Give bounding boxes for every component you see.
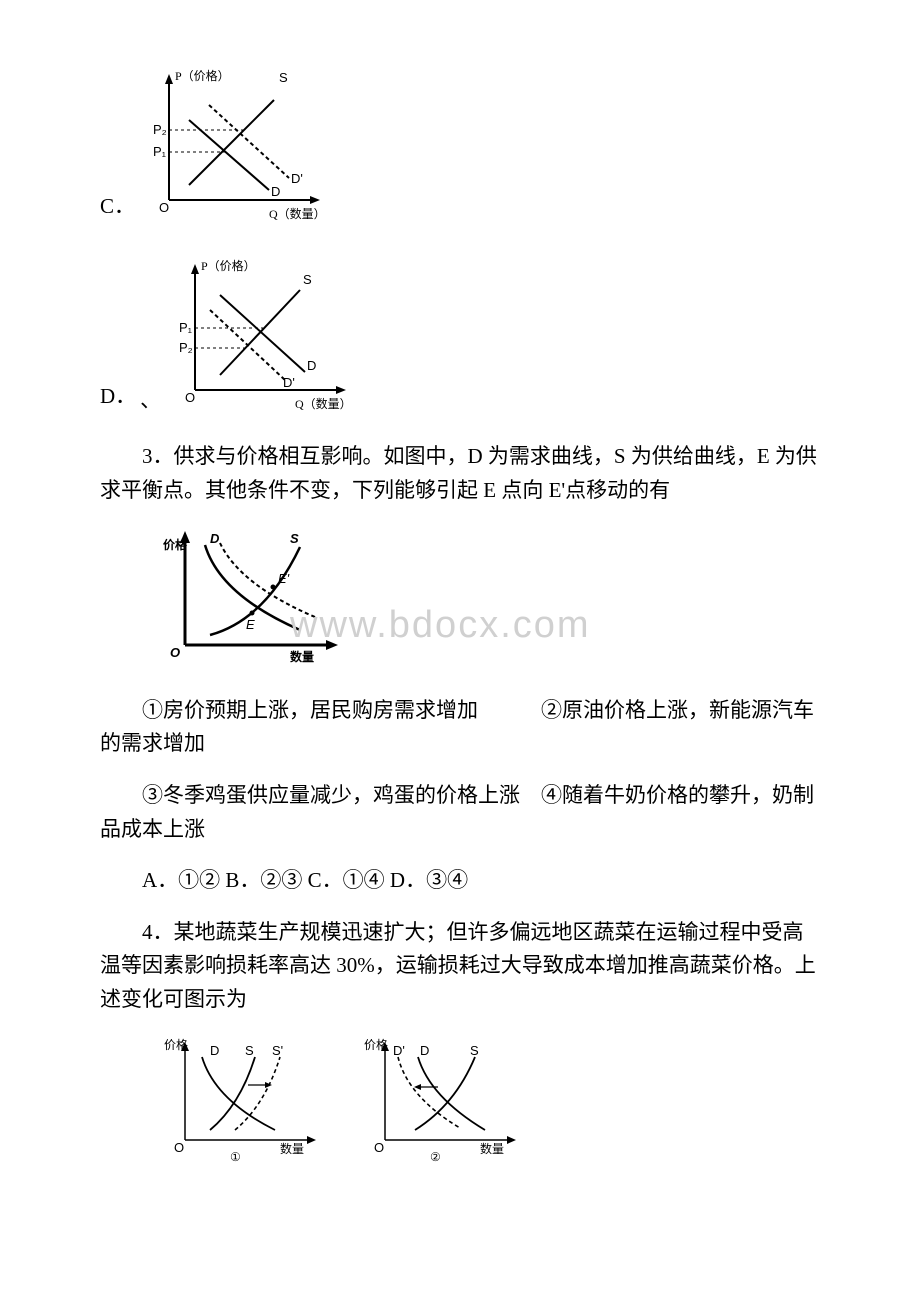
q4-charts: 价格 D S S' O 数量 ① 价格 D' D bbox=[160, 1035, 820, 1165]
option-d-row: D． 、 P（价格） S D D' P₁ P₂ O Q（数量） bbox=[100, 250, 820, 420]
option-c-row: C． P（价格） S D' D P₂ P₁ O Q（数量） bbox=[100, 60, 820, 230]
chart-d-dprime-label: D' bbox=[283, 375, 295, 390]
q3-options: A．①② B．②③ C．①④ D．③④ bbox=[100, 864, 820, 898]
option-d-backtick: 、 bbox=[140, 384, 161, 420]
q4-chart2: 价格 D' D S O 数量 ② bbox=[360, 1035, 530, 1165]
q3-stmt1: ①房价预期上涨，居民购房需求增加 bbox=[142, 698, 478, 722]
chart-c-d-label: D bbox=[271, 184, 280, 199]
q4c1-yaxis: 价格 bbox=[164, 1037, 188, 1052]
q3-origin: O bbox=[170, 645, 180, 660]
chart-c-origin: O bbox=[159, 200, 169, 215]
q4c1-num: ① bbox=[230, 1150, 241, 1164]
q3-stmt12: ①房价预期上涨，居民购房需求增加 ②原油价格上涨，新能源汽车的需求增加 bbox=[100, 694, 820, 761]
q3-stmt34: ③冬季鸡蛋供应量减少，鸡蛋的价格上涨 ④随着牛奶价格的攀升，奶制品成本上涨 bbox=[100, 779, 820, 846]
q4c1-xaxis: 数量 bbox=[280, 1141, 304, 1156]
q4c1-sprime: S' bbox=[272, 1043, 283, 1058]
chart-c: P（价格） S D' D P₂ P₁ O Q（数量） bbox=[139, 60, 339, 230]
chart-c-dprime-label: D' bbox=[291, 171, 303, 186]
q4c1-d: D bbox=[210, 1043, 219, 1058]
q3-d: D bbox=[210, 531, 220, 546]
q3-stmt3: ③冬季鸡蛋供应量减少，鸡蛋的价格上涨 bbox=[142, 783, 520, 807]
q4c2-origin: O bbox=[374, 1140, 384, 1155]
q4c2-yaxis: 价格 bbox=[364, 1037, 388, 1052]
q3-text: 3．供求与价格相互影响。如图中，D 为需求曲线，S 为供给曲线，E 为供求平衡点… bbox=[100, 440, 820, 507]
chart-d-yaxis: P（价格） bbox=[201, 258, 256, 273]
q3-chart-wrap: 价格 D S E' E O 数量 www.bdocx.com bbox=[160, 525, 820, 676]
q4c1-origin: O bbox=[174, 1140, 184, 1155]
chart-d-s-label: S bbox=[303, 272, 312, 287]
chart-d-xaxis: Q（数量） bbox=[295, 396, 352, 411]
q4-text: 4．某地蔬菜生产规模迅速扩大；但许多偏远地区蔬菜在运输过程中受高温等因素影响损耗… bbox=[100, 916, 820, 1017]
chart-d-p2: P₂ bbox=[179, 340, 193, 355]
chart-d-p1: P₁ bbox=[179, 320, 193, 335]
chart-c-p1: P₁ bbox=[153, 144, 167, 159]
chart-d-origin: O bbox=[185, 390, 195, 405]
option-c-label: C． bbox=[100, 190, 135, 230]
q3-xaxis: 数量 bbox=[290, 649, 314, 664]
q4c2-xaxis: 数量 bbox=[480, 1141, 504, 1156]
chart-c-yaxis: P（价格） bbox=[175, 68, 230, 83]
q4c1-s: S bbox=[245, 1043, 254, 1058]
chart-c-s-label: S bbox=[279, 70, 288, 85]
chart-d: P（价格） S D D' P₁ P₂ O Q（数量） bbox=[165, 250, 365, 420]
q4c2-num: ② bbox=[430, 1150, 441, 1164]
q3-eprime: E' bbox=[278, 571, 290, 586]
q3-s: S bbox=[290, 531, 299, 546]
q3-yaxis: 价格 bbox=[163, 537, 188, 552]
option-d-label: D． bbox=[100, 380, 136, 420]
q3-e: E bbox=[246, 617, 255, 632]
chart-d-d-label: D bbox=[307, 358, 316, 373]
q4c2-dprime: D' bbox=[393, 1043, 405, 1058]
chart-c-xaxis: Q（数量） bbox=[269, 206, 326, 221]
q4c2-s: S bbox=[470, 1043, 479, 1058]
q4-chart1: 价格 D S S' O 数量 ① bbox=[160, 1035, 330, 1165]
q3-chart: 价格 D S E' E O 数量 bbox=[160, 525, 350, 665]
q4c2-d: D bbox=[420, 1043, 429, 1058]
chart-c-p2: P₂ bbox=[153, 122, 167, 137]
